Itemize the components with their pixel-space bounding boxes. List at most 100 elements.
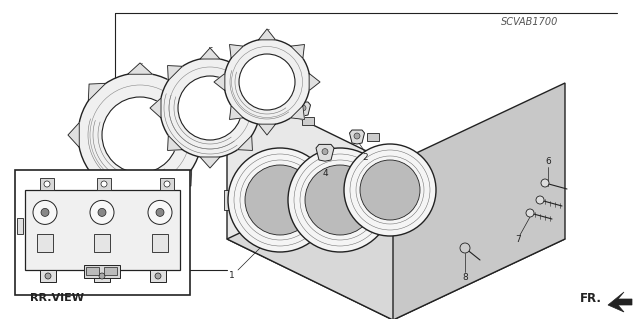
Circle shape xyxy=(178,76,242,140)
Polygon shape xyxy=(88,169,106,187)
Circle shape xyxy=(300,105,306,111)
Polygon shape xyxy=(160,178,174,190)
Polygon shape xyxy=(128,196,152,207)
Circle shape xyxy=(526,209,534,217)
Polygon shape xyxy=(237,66,252,80)
Circle shape xyxy=(460,243,470,253)
Polygon shape xyxy=(302,117,314,125)
Circle shape xyxy=(360,160,420,220)
Polygon shape xyxy=(37,234,53,252)
Polygon shape xyxy=(227,158,565,319)
Text: 6: 6 xyxy=(44,170,50,180)
Polygon shape xyxy=(295,230,305,242)
Polygon shape xyxy=(309,73,320,91)
Circle shape xyxy=(160,58,260,158)
Polygon shape xyxy=(168,136,182,151)
Circle shape xyxy=(44,181,50,187)
Polygon shape xyxy=(68,123,79,147)
Circle shape xyxy=(155,273,161,279)
Polygon shape xyxy=(237,136,252,151)
Circle shape xyxy=(224,39,310,125)
Circle shape xyxy=(245,165,315,235)
Polygon shape xyxy=(296,102,310,116)
Polygon shape xyxy=(86,267,99,275)
Circle shape xyxy=(536,196,544,204)
Polygon shape xyxy=(249,92,261,100)
Text: 2: 2 xyxy=(362,152,368,161)
Circle shape xyxy=(239,54,295,110)
Polygon shape xyxy=(316,145,334,161)
Polygon shape xyxy=(17,218,23,234)
Polygon shape xyxy=(94,234,110,252)
Polygon shape xyxy=(168,66,182,80)
Circle shape xyxy=(78,73,202,197)
Polygon shape xyxy=(15,170,190,295)
Polygon shape xyxy=(174,83,191,101)
Circle shape xyxy=(45,273,51,279)
Text: 7: 7 xyxy=(164,283,170,292)
Circle shape xyxy=(288,148,392,252)
Polygon shape xyxy=(393,83,565,319)
Circle shape xyxy=(228,148,332,252)
Circle shape xyxy=(102,97,178,173)
Text: 6: 6 xyxy=(99,170,105,180)
Text: 6: 6 xyxy=(545,158,551,167)
Text: 4: 4 xyxy=(322,168,328,177)
Polygon shape xyxy=(200,48,220,59)
Text: FR.: FR. xyxy=(580,292,602,305)
Polygon shape xyxy=(230,106,243,120)
Circle shape xyxy=(305,165,375,235)
Circle shape xyxy=(33,200,57,224)
Text: 7: 7 xyxy=(45,283,51,292)
Polygon shape xyxy=(291,45,305,58)
Polygon shape xyxy=(150,98,161,118)
Text: 7: 7 xyxy=(515,235,521,244)
Circle shape xyxy=(90,200,114,224)
Polygon shape xyxy=(40,178,54,190)
Polygon shape xyxy=(259,124,276,135)
Text: 5: 5 xyxy=(207,48,213,56)
Polygon shape xyxy=(84,265,120,278)
Circle shape xyxy=(164,181,170,187)
Polygon shape xyxy=(40,270,56,282)
Text: SCVAB1700: SCVAB1700 xyxy=(501,17,559,27)
Circle shape xyxy=(41,208,49,216)
Text: 7: 7 xyxy=(107,283,113,292)
Polygon shape xyxy=(259,98,270,118)
Text: 5: 5 xyxy=(264,28,270,38)
Polygon shape xyxy=(608,292,632,312)
Polygon shape xyxy=(227,83,393,319)
Polygon shape xyxy=(367,133,379,141)
Polygon shape xyxy=(200,157,220,168)
Polygon shape xyxy=(128,63,152,74)
Text: 3: 3 xyxy=(300,88,306,98)
Text: RR.VIEW: RR.VIEW xyxy=(30,293,84,303)
Polygon shape xyxy=(174,169,191,187)
Circle shape xyxy=(344,144,436,236)
Polygon shape xyxy=(291,106,305,120)
Polygon shape xyxy=(152,234,168,252)
Polygon shape xyxy=(25,190,180,270)
Polygon shape xyxy=(214,73,225,91)
Polygon shape xyxy=(104,267,117,275)
Polygon shape xyxy=(97,178,111,190)
Circle shape xyxy=(98,208,106,216)
Text: 1: 1 xyxy=(229,271,235,279)
Polygon shape xyxy=(349,130,365,144)
Polygon shape xyxy=(94,270,110,282)
Circle shape xyxy=(99,273,105,279)
Circle shape xyxy=(148,200,172,224)
Text: 5: 5 xyxy=(137,63,143,72)
Circle shape xyxy=(101,181,107,187)
Polygon shape xyxy=(230,45,243,58)
Polygon shape xyxy=(88,83,106,101)
Circle shape xyxy=(322,149,328,155)
Polygon shape xyxy=(150,270,166,282)
Polygon shape xyxy=(224,190,232,210)
Circle shape xyxy=(156,208,164,216)
Text: 6: 6 xyxy=(158,170,164,180)
Polygon shape xyxy=(259,29,276,40)
Circle shape xyxy=(354,133,360,139)
Circle shape xyxy=(541,179,549,187)
Polygon shape xyxy=(201,123,212,147)
